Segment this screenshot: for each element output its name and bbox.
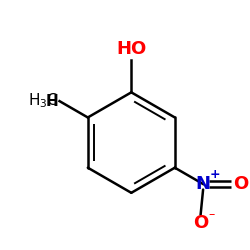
Text: –: –	[208, 208, 214, 221]
Text: N: N	[196, 175, 210, 193]
Text: HO: HO	[116, 40, 146, 58]
Text: O: O	[193, 214, 208, 232]
Text: +: +	[210, 168, 220, 181]
Text: H$_3$C: H$_3$C	[28, 92, 58, 110]
Text: O: O	[233, 175, 248, 193]
Text: H: H	[46, 94, 58, 109]
